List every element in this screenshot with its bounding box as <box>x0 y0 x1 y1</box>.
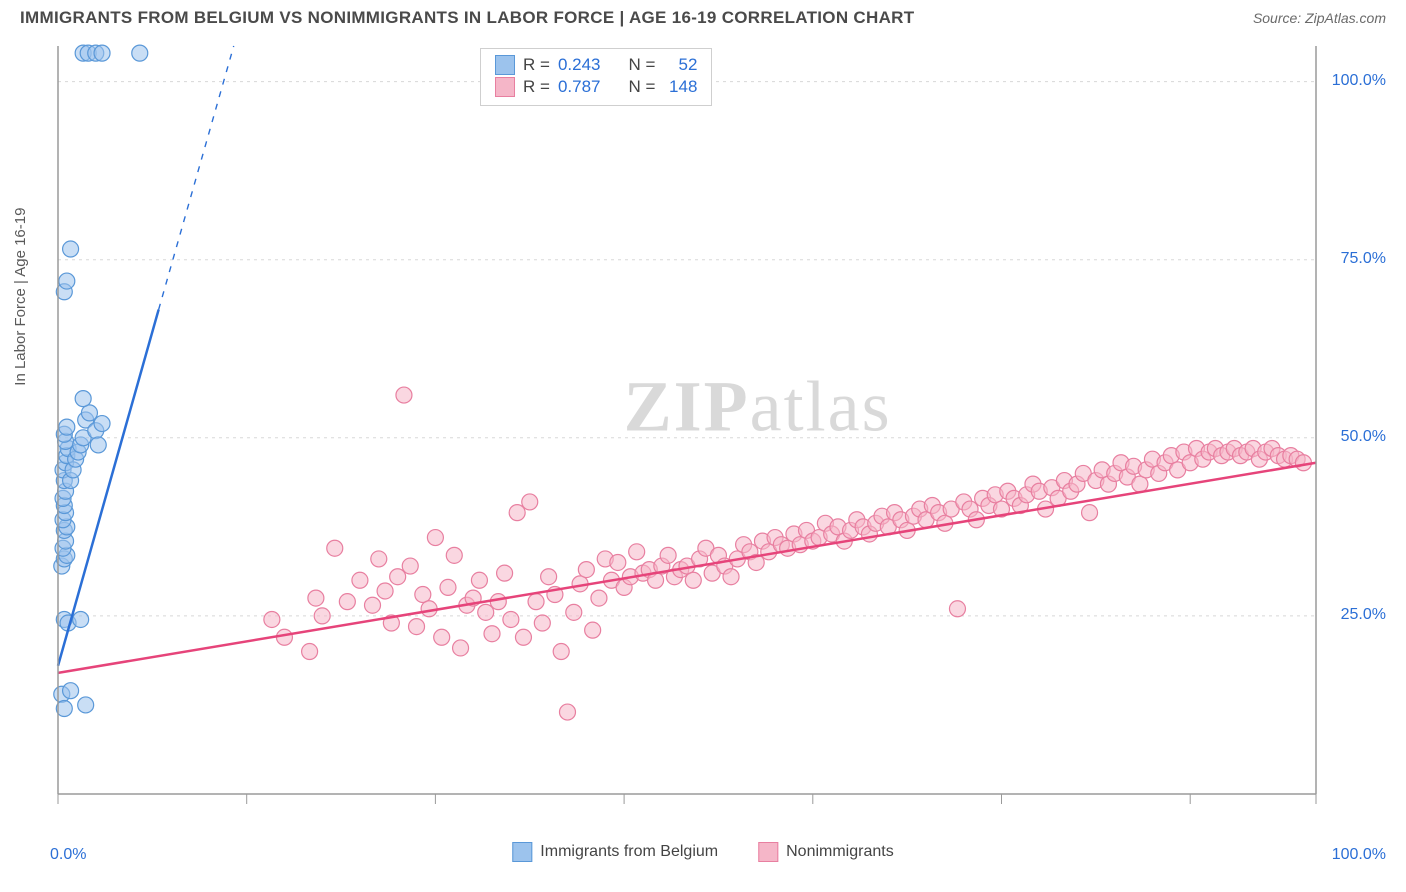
y-tick-label: 50.0% <box>1341 428 1386 446</box>
scatter-plot <box>50 42 1386 842</box>
n-label: N = <box>628 55 655 75</box>
correlation-legend: R = 0.243 N = 52 R = 0.787 N = 148 <box>480 48 712 106</box>
n-value: 148 <box>663 77 697 97</box>
x-min-label: 0.0% <box>50 846 86 864</box>
r-value: 0.243 <box>558 55 601 75</box>
legend-item-blue: Immigrants from Belgium <box>512 842 718 862</box>
series-legend: Immigrants from Belgium Nonimmigrants <box>512 842 893 862</box>
swatch-icon <box>495 77 515 97</box>
swatch-icon <box>495 55 515 75</box>
source-label: Source: ZipAtlas.com <box>1253 10 1386 26</box>
chart-title: IMMIGRANTS FROM BELGIUM VS NONIMMIGRANTS… <box>20 8 914 28</box>
x-max-label: 100.0% <box>1332 846 1386 864</box>
y-tick-label: 25.0% <box>1341 606 1386 624</box>
legend-label: Nonimmigrants <box>786 843 894 861</box>
r-value: 0.787 <box>558 77 601 97</box>
swatch-icon <box>512 842 532 862</box>
legend-label: Immigrants from Belgium <box>540 843 718 861</box>
y-tick-label: 75.0% <box>1341 250 1386 268</box>
y-axis-label: In Labor Force | Age 16-19 <box>12 208 29 386</box>
y-tick-label: 100.0% <box>1332 72 1386 90</box>
chart-container: In Labor Force | Age 16-19 R = 0.243 N =… <box>20 42 1386 872</box>
swatch-icon <box>758 842 778 862</box>
legend-row-blue: R = 0.243 N = 52 <box>495 55 697 75</box>
n-label: N = <box>628 77 655 97</box>
legend-item-pink: Nonimmigrants <box>758 842 894 862</box>
n-value: 52 <box>663 55 697 75</box>
legend-row-pink: R = 0.787 N = 148 <box>495 77 697 97</box>
r-label: R = <box>523 77 550 97</box>
r-label: R = <box>523 55 550 75</box>
